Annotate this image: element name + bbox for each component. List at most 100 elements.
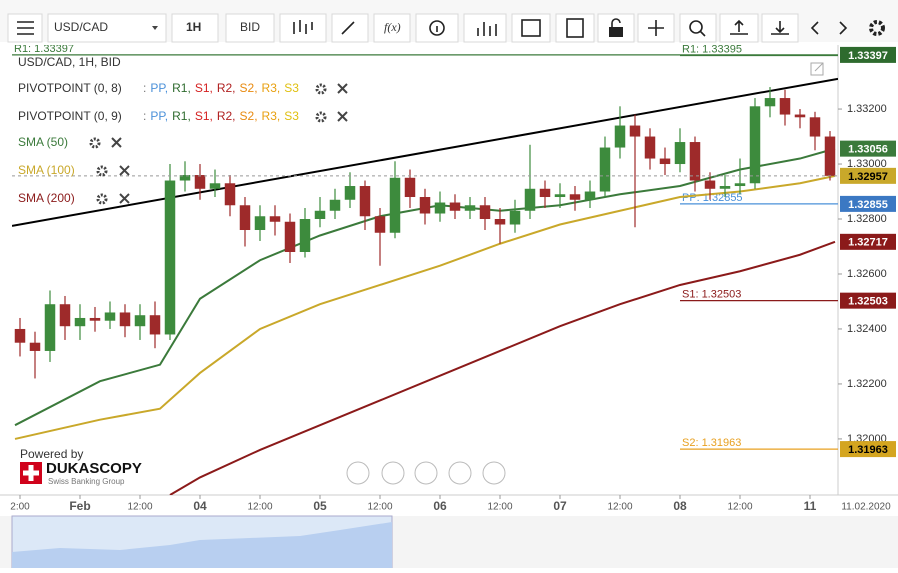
navigator (0, 515, 898, 569)
candle-body (599, 147, 611, 192)
chart-type-button[interactable] (279, 13, 327, 43)
price-badge (840, 233, 896, 250)
y-tick-label: 1.32200 (847, 378, 887, 390)
brand-tagline: Swiss Banking Group (48, 477, 125, 486)
lock-button[interactable] (597, 13, 635, 43)
y-tick-label: 1.32600 (847, 268, 887, 280)
x-tick-label: 12:00 (607, 502, 632, 513)
calendar-button[interactable] (511, 13, 551, 43)
x-tick-label: 12:00 (127, 502, 152, 513)
candle-body (494, 219, 506, 225)
x-tick-label: 12:00 (487, 502, 512, 513)
candle-body (404, 177, 416, 198)
gear-icon[interactable] (315, 111, 327, 123)
gear-icon[interactable] (89, 137, 101, 149)
candle-body (779, 98, 791, 115)
legend: USD/CAD, 1H, BID PIVOTPOINT (0, 8) PIVOT… (18, 55, 348, 205)
fx: f(x) (384, 20, 401, 34)
pivot-label: R1: 1.33397 (14, 43, 74, 55)
pivot-tokens: : PP, R1, S1, R2, S2, R3, S3 (143, 109, 299, 123)
interval-select[interactable]: 1H (171, 13, 219, 43)
x-tick-label: 12:00 (727, 502, 752, 513)
candle-body (344, 186, 356, 200)
x-tick-label: 12:00 (247, 502, 272, 513)
gear-icon[interactable] (315, 83, 327, 95)
candle-body (674, 142, 686, 165)
pivot-token: R3, (262, 81, 281, 95)
price-badge-label: 1.32957 (848, 171, 888, 183)
pivot-token: S1, (195, 109, 213, 123)
price-badge (840, 140, 896, 157)
candle-body (104, 312, 116, 321)
close-icon[interactable] (337, 111, 348, 122)
upload-button[interactable] (719, 13, 759, 43)
settings-button[interactable] (869, 20, 885, 36)
pivot-label: R1: 1.33395 (682, 43, 742, 55)
branding: Powered by DUKASCOPY Swiss Banking Group (20, 447, 142, 486)
candle-body (734, 183, 746, 187)
price-badge-label: 1.31963 (848, 444, 888, 456)
x-tick-label: 07 (553, 499, 567, 513)
gear-icon[interactable] (96, 165, 108, 177)
symbol-select[interactable]: USD/CAD (47, 13, 167, 43)
candle-body (359, 186, 371, 217)
y-tick-label: 1.33200 (847, 103, 887, 115)
close-icon[interactable] (111, 137, 122, 148)
download-button[interactable] (761, 13, 799, 43)
expand-icon[interactable] (810, 62, 824, 76)
close-icon[interactable] (119, 165, 130, 176)
draw-button[interactable] (331, 13, 369, 43)
candle-body (239, 205, 251, 231)
powered-by: Powered by (20, 447, 83, 461)
pivot-token: : (143, 109, 146, 123)
indicators-button[interactable]: f(x) (373, 13, 411, 43)
candle-body (14, 328, 26, 343)
trendline (12, 77, 838, 227)
candle-body (44, 304, 56, 351)
x-axis-date: 11.02.2020 (841, 502, 891, 513)
price-badge (840, 195, 896, 212)
calculator-button[interactable] (555, 13, 595, 43)
candle-body (29, 342, 41, 351)
side-select[interactable]: BID (225, 13, 275, 43)
logo-cross (23, 465, 39, 481)
candle-body (614, 125, 626, 148)
x-tick-label: 05 (313, 499, 327, 513)
pivot-token: S3 (284, 81, 299, 95)
zoom-in[interactable] (448, 461, 472, 485)
pivot-token: S2, (240, 109, 258, 123)
candle-body (524, 188, 536, 211)
zoom-button[interactable] (679, 13, 717, 43)
pivot-token: R2, (217, 81, 236, 95)
sma-line (169, 240, 836, 495)
volume-button[interactable] (463, 13, 507, 43)
y-tick-label: 1.33000 (847, 158, 887, 170)
candle-body (449, 202, 461, 211)
prev-button[interactable] (810, 21, 819, 35)
reset[interactable] (414, 461, 438, 485)
info-button[interactable] (415, 13, 459, 43)
x-tick-label: 06 (433, 499, 447, 513)
close-icon[interactable] (337, 83, 348, 94)
pivot-token: : (143, 81, 146, 95)
side: BID (240, 20, 260, 34)
close-icon[interactable] (119, 193, 130, 204)
scroll-left[interactable] (346, 461, 370, 485)
pivot-token: S1, (195, 81, 213, 95)
crosshair-button[interactable] (637, 13, 675, 43)
next-button[interactable] (839, 21, 848, 35)
candle-body (209, 183, 221, 189)
symbol: USD/CAD (54, 20, 108, 34)
zoom-out[interactable] (381, 461, 405, 485)
sma-legend: SMA (100) (18, 163, 75, 177)
scroll-right[interactable] (482, 461, 506, 485)
candle-body (224, 183, 236, 206)
pivot-token: S3 (284, 109, 299, 123)
menu-button[interactable] (7, 13, 43, 43)
candle-body (479, 205, 491, 220)
price-badge (840, 441, 896, 458)
price-badge (840, 167, 896, 184)
gear-icon[interactable] (96, 193, 108, 205)
